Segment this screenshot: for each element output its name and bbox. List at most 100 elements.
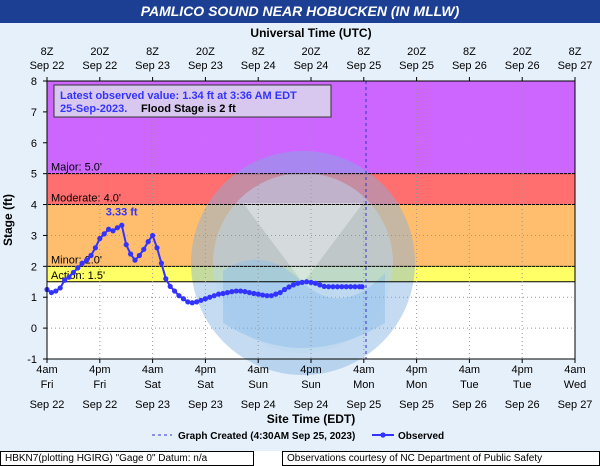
bottom-tick-date-2: Sep 23 xyxy=(135,399,170,411)
observed-point xyxy=(321,283,327,290)
bottom-tick-day-9: Tue xyxy=(513,379,532,391)
top-tick-date-10: Sep 27 xyxy=(558,60,593,72)
observed-point xyxy=(136,252,142,259)
bottom-tick-time-3: 4pm xyxy=(195,364,216,376)
top-tick-date-9: Sep 26 xyxy=(505,60,540,72)
bottom-tick-time-0: 4am xyxy=(36,364,57,376)
bottom-tick-day-5: Sun xyxy=(301,379,321,391)
bottom-tick-day-1: Fri xyxy=(93,379,106,391)
observed-point xyxy=(277,289,283,296)
bottom-tick-day-6: Mon xyxy=(353,379,374,391)
bottom-tick-time-9: 4pm xyxy=(511,364,532,376)
y-tick-label-7: 6 xyxy=(31,138,37,150)
bottom-tick-time-1: 4pm xyxy=(89,364,110,376)
observed-point xyxy=(114,225,120,231)
observed-point xyxy=(339,284,345,290)
bottom-tick-date-8: Sep 26 xyxy=(452,399,487,411)
top-tick-date-0: Sep 22 xyxy=(30,60,65,72)
observed-point xyxy=(84,257,90,263)
observed-point xyxy=(48,289,55,296)
top-tick-label-6: 8Z xyxy=(357,46,370,58)
observed-point xyxy=(295,280,301,286)
y-tick-label-0: -1 xyxy=(27,354,37,366)
bottom-tick-date-4: Sep 24 xyxy=(241,399,276,411)
observed-point xyxy=(348,284,354,290)
bottom-tick-date-10: Sep 27 xyxy=(558,399,593,411)
observed-point xyxy=(251,290,257,297)
observed-point xyxy=(359,284,365,290)
observed-point xyxy=(128,251,134,257)
annotation-box xyxy=(53,84,332,118)
observed-point xyxy=(246,289,252,296)
top-tick-label-9: 20Z xyxy=(513,46,532,58)
top-tick-date-8: Sep 26 xyxy=(452,60,487,72)
observed-point xyxy=(264,293,270,299)
observed-point xyxy=(70,269,76,276)
observed-point xyxy=(180,296,186,302)
bottom-tick-date-6: Sep 25 xyxy=(346,399,381,411)
annotation-flood-stage: Flood Stage is 2 ft xyxy=(141,103,236,115)
observed-point xyxy=(172,288,178,294)
bottom-tick-day-4: Sun xyxy=(248,379,268,391)
top-tick-date-6: Sep 25 xyxy=(346,60,381,72)
observed-point xyxy=(97,235,103,242)
legend-observed-marker xyxy=(380,432,386,438)
observed-point xyxy=(268,293,274,299)
top-tick-date-4: Sep 24 xyxy=(241,60,276,72)
threshold-label-minor: Minor: 2.0' xyxy=(51,254,102,266)
observed-point xyxy=(176,293,182,299)
bottom-tick-date-7: Sep 25 xyxy=(399,399,434,411)
y-tick-label-8: 7 xyxy=(31,107,37,119)
top-tick-label-10: 8Z xyxy=(569,46,582,58)
observed-point xyxy=(260,292,266,298)
bottom-tick-day-3: Sat xyxy=(197,379,214,391)
bottom-tick-day-2: Sat xyxy=(144,379,161,391)
observed-point xyxy=(132,257,138,263)
observed-point xyxy=(229,289,235,295)
x-axis-label: Site Time (EDT) xyxy=(267,412,355,426)
observed-point xyxy=(224,289,230,296)
observed-point xyxy=(158,260,164,266)
observed-point xyxy=(53,288,59,294)
chart-title: PAMLICO SOUND NEAR HOBUCKEN (IN MLLW) xyxy=(140,3,460,19)
footer-datum-info: HBKN7(plotting HGIRG) "Gage 0" Datum: n/… xyxy=(0,451,254,466)
top-tick-label-5: 20Z xyxy=(302,46,321,58)
observed-point xyxy=(167,283,173,290)
observed-point xyxy=(299,279,305,285)
observed-point xyxy=(123,242,129,248)
observed-point xyxy=(343,284,349,290)
legend-created-label: Graph Created (4:30AM Sep 25, 2023) xyxy=(178,431,355,442)
observed-point xyxy=(216,291,222,297)
observed-point xyxy=(189,300,195,306)
observed-point xyxy=(57,285,63,291)
bottom-tick-time-2: 4am xyxy=(142,364,163,376)
bottom-tick-date-9: Sep 26 xyxy=(505,399,540,411)
top-tick-label-7: 20Z xyxy=(407,46,426,58)
observed-point xyxy=(145,239,151,245)
observed-point xyxy=(304,279,310,285)
bottom-tick-time-8: 4am xyxy=(459,364,480,376)
observed-point xyxy=(110,228,116,234)
top-tick-date-7: Sep 25 xyxy=(399,60,434,72)
observed-point xyxy=(154,245,160,251)
threshold-label-moderate: Moderate: 4.0' xyxy=(51,193,121,205)
observed-point xyxy=(66,274,72,280)
bottom-tick-date-1: Sep 22 xyxy=(82,399,117,411)
observed-point xyxy=(141,246,147,252)
top-tick-label-0: 8Z xyxy=(41,46,54,58)
observed-point xyxy=(334,284,340,290)
observed-point xyxy=(290,282,296,288)
bottom-tick-day-10: Wed xyxy=(564,379,586,391)
threshold-label-action: Action: 1.5' xyxy=(51,270,105,282)
observed-point xyxy=(233,288,239,294)
y-tick-label-2: 1 xyxy=(31,292,37,304)
bottom-tick-date-5: Sep 24 xyxy=(294,399,329,411)
observed-point xyxy=(194,299,200,305)
observed-point xyxy=(282,286,288,293)
observed-point xyxy=(207,294,213,300)
observed-point xyxy=(238,288,244,294)
bottom-tick-time-6: 4am xyxy=(353,364,374,376)
observed-point xyxy=(286,284,292,290)
legend-observed-label: Observed xyxy=(398,431,444,442)
